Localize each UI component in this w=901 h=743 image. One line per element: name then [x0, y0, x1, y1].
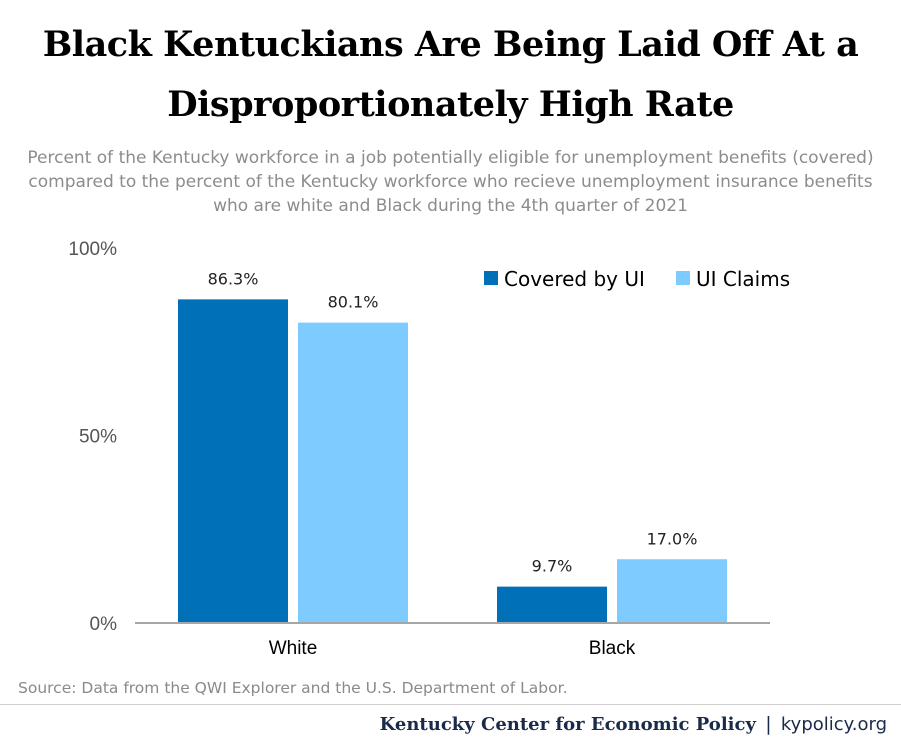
footer: Kentucky Center for Economic Policy | ky…: [380, 713, 887, 736]
bar: [178, 299, 288, 623]
footer-separator: |: [765, 713, 772, 735]
chart-title-line-1: Black Kentuckians Are Being Laid Off At …: [42, 24, 859, 65]
chart-subtitle-line-2: compared to the percent of the Kentucky …: [28, 172, 873, 192]
legend-swatch: [676, 271, 690, 285]
bar: [298, 322, 408, 623]
bar: [617, 559, 727, 623]
bar: [497, 586, 607, 623]
legend-label: Covered by UI: [504, 267, 645, 291]
chart-title-line-2: Disproportionately High Rate: [167, 84, 734, 125]
data-label: 9.7%: [532, 557, 573, 576]
y-tick-label: 100%: [68, 239, 117, 260]
footer-org-name: Kentucky Center for Economic Policy: [379, 714, 756, 735]
footer-divider: [0, 704, 901, 705]
data-label: 17.0%: [647, 529, 698, 548]
x-category-label: White: [269, 638, 318, 659]
chart-subtitle-line-1: Percent of the Kentucky workforce in a j…: [27, 148, 874, 168]
data-label: 86.3%: [208, 269, 259, 288]
bar-chart: 0% 50% 100% 86.3% 80.1% White 9.7% 17.0% Black Co…: [68, 239, 790, 659]
legend-swatch: [484, 271, 498, 285]
chart-subtitle-line-3: who are white and Black during the 4th q…: [213, 196, 688, 216]
footer-url[interactable]: kypolicy.org: [780, 714, 887, 735]
data-label: 80.1%: [328, 293, 379, 312]
y-tick-label: 0%: [90, 614, 118, 635]
source-note: Source: Data from the QWI Explorer and t…: [18, 679, 568, 697]
y-tick-label: 50%: [79, 427, 117, 448]
legend-label: UI Claims: [696, 267, 790, 291]
x-category-label: Black: [589, 638, 636, 659]
